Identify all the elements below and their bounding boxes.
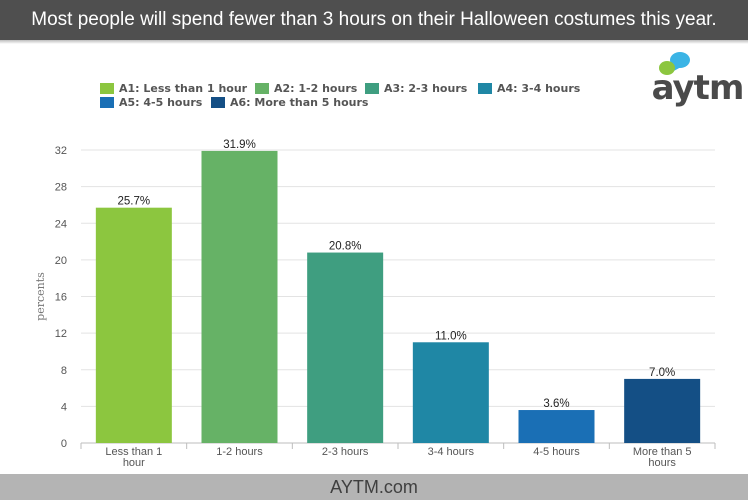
bar-value-label: 3.6% — [543, 398, 569, 410]
legend-swatch — [255, 83, 269, 94]
x-tick-label-line: 1-2 hours — [216, 446, 263, 458]
y-tick-label: 4 — [61, 401, 67, 413]
x-tick-label: 4-5 hours — [533, 446, 580, 458]
bar-value-label: 7.0% — [649, 367, 675, 379]
legend-item-a1: A1: Less than 1 hour — [100, 82, 247, 95]
bar-value-label: 31.9% — [223, 139, 256, 151]
x-tick-label: 3-4 hours — [428, 446, 475, 458]
legend-swatch — [211, 97, 225, 108]
x-tick-label: Less than 1 hour — [105, 446, 162, 469]
legend-label: A5: 4-5 hours — [119, 96, 203, 109]
chart-title: Most people will spend fewer than 3 hour… — [31, 9, 717, 30]
x-tick-label: More than 5 hours — [633, 446, 692, 469]
legend-item-a5: A5: 4-5 hours — [100, 96, 202, 109]
bar — [518, 410, 595, 443]
x-tick-label: 2-3 hours — [322, 446, 369, 458]
legend-swatch — [365, 83, 379, 94]
x-tick-label-line: hour — [123, 457, 145, 469]
y-tick-label: 20 — [55, 255, 67, 267]
footer-text: AYTM.com — [330, 476, 418, 497]
aytm-logo: aytm — [650, 48, 745, 110]
x-tick-label-line: 3-4 hours — [428, 446, 475, 458]
y-tick-label: 0 — [61, 438, 67, 450]
x-tick-label: 1-2 hours — [216, 446, 263, 458]
legend-item-a2: A2: 1-2 hours — [255, 82, 357, 95]
x-tick-label-line: Less than 1 — [105, 446, 162, 458]
legend-label: A6: More than 5 hours — [230, 96, 369, 109]
legend-label: A3: 2-3 hours — [384, 82, 468, 95]
chart-legend: A1: Less than 1 hour A2: 1-2 hours A3: 2… — [100, 82, 620, 112]
legend-item-a4: A4: 3-4 hours — [478, 82, 580, 95]
bar — [201, 150, 278, 443]
bar — [412, 342, 489, 443]
x-tick-label-line: More than 5 — [633, 446, 692, 458]
x-tick-label-line: 4-5 hours — [533, 446, 580, 458]
x-tick-label-line: 2-3 hours — [322, 446, 369, 458]
y-tick-label: 12 — [55, 328, 67, 340]
footer-bar: AYTM.com — [0, 474, 748, 500]
bar-value-label: 20.8% — [329, 241, 362, 253]
title-shadow — [0, 40, 748, 44]
y-tick-label: 32 — [55, 145, 67, 157]
y-tick-label: 8 — [61, 365, 67, 377]
y-tick-label: 24 — [55, 218, 67, 230]
logo-text: aytm — [651, 68, 745, 108]
chart-title-bar: Most people will spend fewer than 3 hour… — [0, 0, 748, 40]
bar-value-label: 11.0% — [435, 330, 467, 342]
logo-bubble-blue — [670, 52, 690, 68]
bar — [95, 207, 172, 443]
legend-item-a6: A6: More than 5 hours — [211, 96, 368, 109]
legend-label: A4: 3-4 hours — [497, 82, 581, 95]
legend-swatch — [100, 97, 114, 108]
legend-swatch — [100, 83, 114, 94]
legend-label: A2: 1-2 hours — [274, 82, 358, 95]
legend-item-a3: A3: 2-3 hours — [365, 82, 467, 95]
legend-swatch — [478, 83, 492, 94]
bar-value-label: 25.7% — [118, 196, 151, 208]
y-tick-label: 16 — [55, 292, 67, 304]
bar — [624, 378, 701, 443]
bar — [307, 252, 384, 443]
logo-bubbles-icon — [659, 52, 690, 75]
legend-label: A1: Less than 1 hour — [119, 82, 248, 95]
x-tick-label-line: hours — [648, 457, 676, 469]
logo-bubble-green — [659, 61, 675, 75]
y-axis-label: percents — [34, 272, 47, 321]
y-tick-label: 28 — [55, 182, 67, 194]
